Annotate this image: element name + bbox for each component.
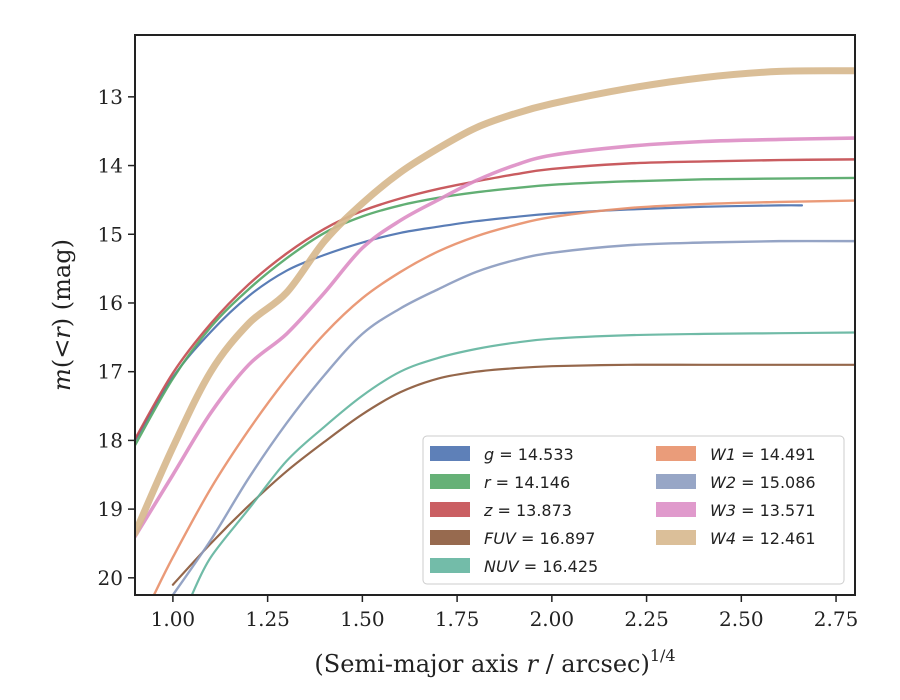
legend-swatch-w3 [656,502,696,517]
series-line-z [135,158,855,441]
y-tick-label: 16 [98,291,123,315]
x-tick-label: 2.50 [719,607,764,631]
legend-swatch-w4 [656,530,696,545]
x-tick-label: 1.25 [245,607,290,631]
y-tick-label: 18 [98,428,123,452]
legend-swatch-fuv [430,530,470,545]
series-line-w4 [135,67,855,537]
legend-swatch-w1 [656,446,696,461]
legend-box [422,435,845,585]
series-line-r [135,176,855,447]
series-line-w1 [152,199,855,595]
series-layer [135,67,855,595]
series-line-g [135,204,804,442]
legend-swatch-nuv [430,558,470,573]
legend-label-g: g = 14.533 [484,445,574,464]
legend-swatch-r [430,474,470,489]
series-line-w3 [135,136,855,539]
y-tick-label: 13 [98,85,123,109]
y-axis: 13 14 15 16 17 18 19 20 [98,85,135,590]
legend-swatch-z [430,502,470,517]
legend-label-w1: W1 = 14.491 [710,445,816,464]
legend-label-w4: W4 = 12.461 [710,529,816,548]
y-tick-label: 15 [98,222,123,246]
x-tick-label: 2.00 [530,607,575,631]
y-axis-title: mm((<r) (mag) [48,239,76,391]
y-tick-label: 17 [98,360,123,384]
y-tick-label: 19 [98,497,123,521]
y-tick-label: 20 [98,566,123,590]
x-tick-label: 1.50 [340,607,385,631]
legend-label-w3: W3 = 13.571 [710,501,816,520]
x-axis: 1.00 1.25 1.50 1.75 2.00 2.25 2.50 2.75 [151,595,859,631]
legend-swatch-w2 [656,474,696,489]
legend-label-nuv: NUV = 16.425 [484,557,598,576]
series-line-fuv [171,363,855,586]
x-tick-label: 1.00 [151,607,196,631]
y-tick-label: 14 [98,154,123,178]
series-line-nuv [190,331,855,595]
x-tick-label: 1.75 [435,607,480,631]
series-line-w2 [171,239,855,595]
x-axis-title: (Semi-major axis r / arcsec)1/4 [314,646,675,678]
x-tick-label: 2.25 [624,607,669,631]
legend-label-r: r = 14.146 [484,473,570,492]
plot-frame [134,34,856,596]
legend-label-z: z = 13.873 [483,501,572,520]
legend: g = 14.533 r = 14.146 z = 13.873 FUV = 16.8… [422,435,845,585]
x-tick-label: 2.75 [814,607,859,631]
legend-swatch-g [430,446,470,461]
legend-label-w2: W2 = 15.086 [710,473,816,492]
legend-label-fuv: FUV = 16.897 [484,529,595,548]
